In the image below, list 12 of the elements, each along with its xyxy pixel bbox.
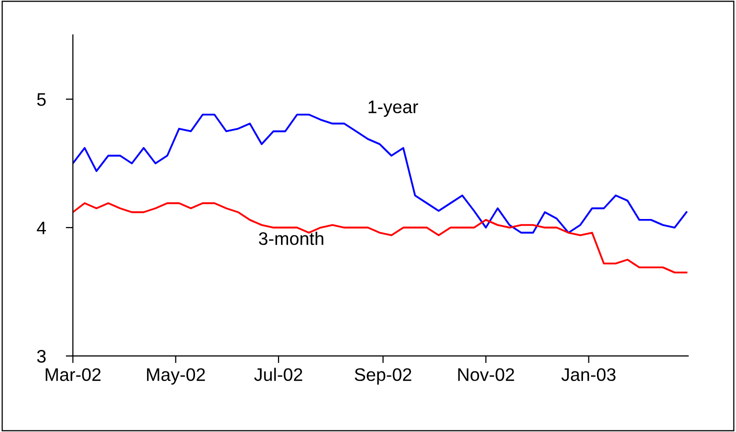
x-tick-label: Mar-02 bbox=[46, 368, 101, 382]
x-tick-label: May-02 bbox=[147, 368, 205, 385]
series-label: 1-year bbox=[368, 100, 418, 117]
x-tick-label: Nov-02 bbox=[458, 368, 514, 382]
y-tick-label: 4 bbox=[36, 222, 46, 234]
x-tick-label: Sep-02 bbox=[354, 368, 412, 385]
series-label: 3-month bbox=[258, 232, 324, 246]
line-series bbox=[72, 202, 688, 274]
y-tick-label: 5 bbox=[37, 93, 46, 106]
x-tick-label: Jan-03 bbox=[561, 368, 616, 382]
y-tick-label: 3 bbox=[37, 350, 46, 363]
x-tick-label: Jul-02 bbox=[254, 368, 302, 382]
